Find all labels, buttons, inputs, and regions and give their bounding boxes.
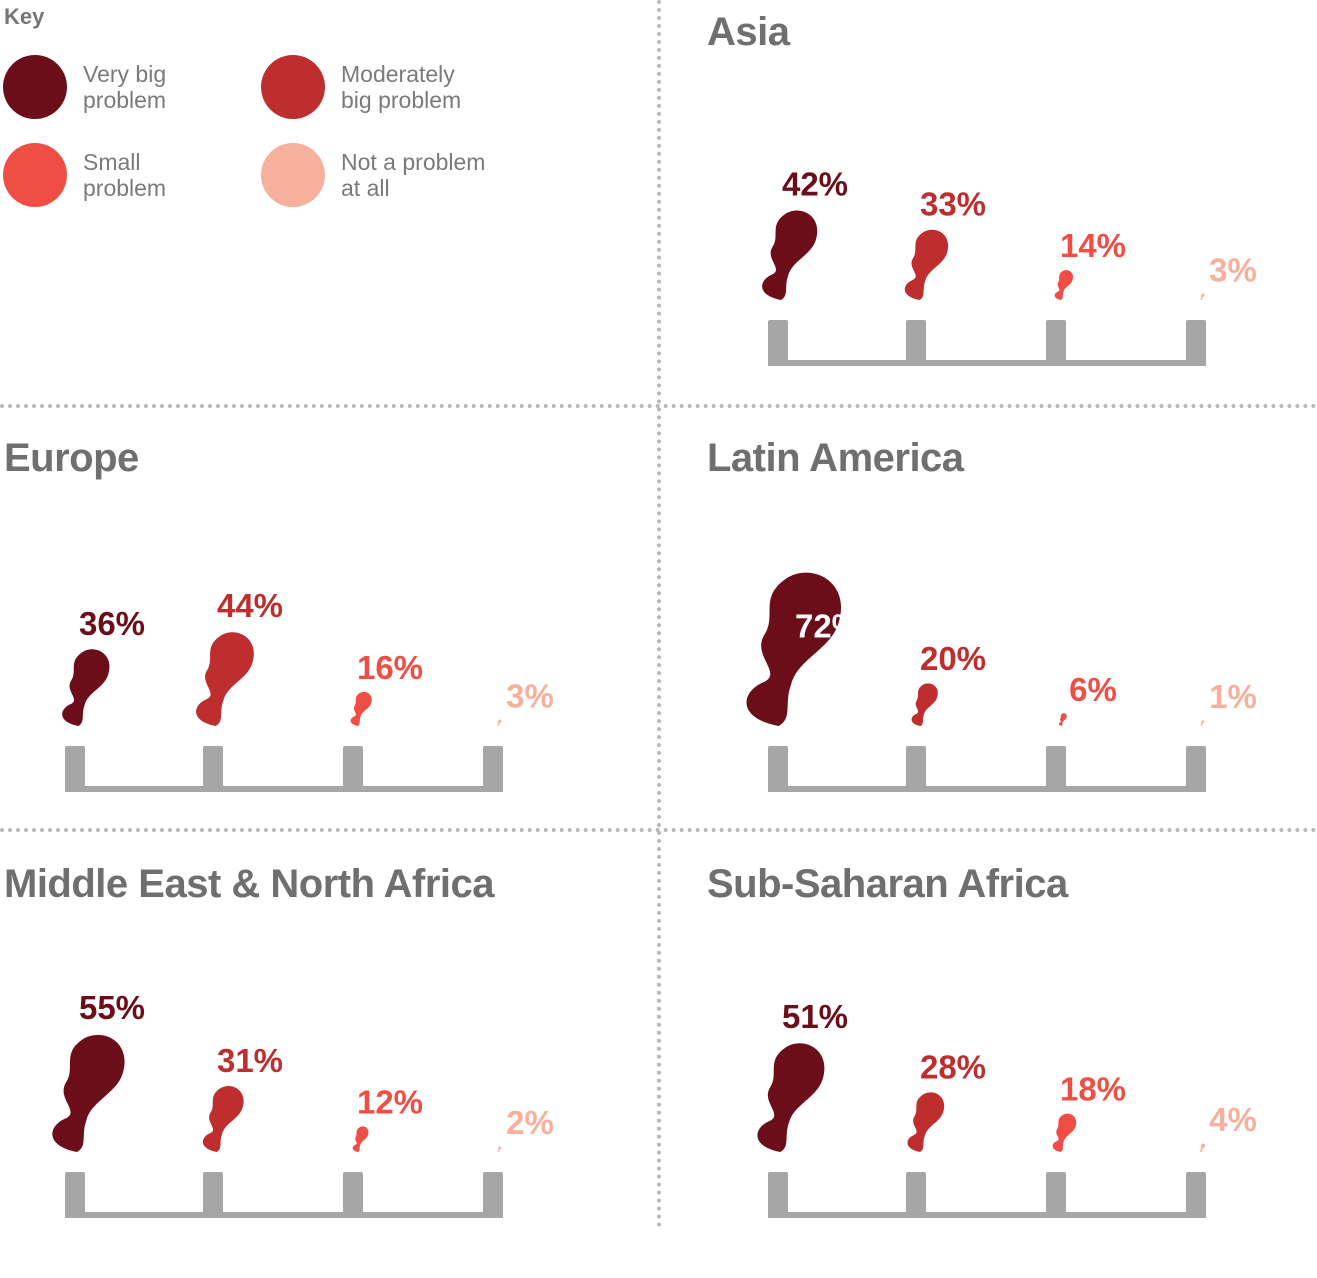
legend-label-small: Small problem: [83, 149, 167, 201]
middle-east-north-africa-plume-very-big: [52, 1034, 125, 1152]
legend-label-moderately-big: Moderately big problem: [341, 61, 462, 113]
sub-saharan-africa-plume-moderately-big: [907, 1092, 945, 1152]
legend: Key Very big problem Moderately big prob…: [0, 0, 640, 395]
latin-america-plume-very-big: [746, 572, 842, 726]
panel-sub-saharan-africa: Sub-Saharan Africa 51% 28% 18% 4%: [703, 858, 1317, 1278]
latin-america-value-label-small: 6%: [1069, 671, 1117, 708]
middle-east-north-africa-chimney-not-a-problem: [483, 1172, 503, 1218]
middle-east-north-africa-chimney-very-big: [65, 1172, 85, 1218]
chart-latin-america: 72% 20% 6% 1%: [746, 572, 1257, 792]
panel-title-asia: Asia: [707, 10, 790, 54]
sub-saharan-africa-chimney-not-a-problem: [1186, 1172, 1206, 1218]
legend-item-small: Small problem: [3, 143, 253, 207]
latin-america-chimney-small: [1046, 746, 1066, 792]
legend-swatch-very-big: [3, 55, 67, 119]
sub-saharan-africa-chimney-moderately-big: [906, 1172, 926, 1218]
asia-baseline: [768, 360, 1206, 366]
latin-america-value-label-not-a-problem: 1%: [1209, 678, 1257, 715]
latin-america-chimney-moderately-big: [906, 746, 926, 792]
middle-east-north-africa-value-label-small: 12%: [357, 1084, 423, 1121]
sub-saharan-africa-value-label-small: 18%: [1060, 1070, 1126, 1107]
asia-plume-moderately-big: [904, 229, 949, 300]
europe-chimney-not-a-problem: [483, 746, 503, 792]
latin-america-value-label-very-big: 72%: [795, 608, 861, 645]
europe-value-label-small: 16%: [357, 649, 423, 686]
chart-asia: 42% 33% 14% 3%: [762, 166, 1257, 366]
europe-chimney-moderately-big: [203, 746, 223, 792]
chart-sub-saharan-africa: 51% 28% 18% 4%: [757, 998, 1257, 1218]
chart-middle-east-north-africa: 55% 31% 12% 2%: [52, 989, 554, 1218]
asia-value-label-very-big: 42%: [782, 166, 848, 203]
europe-plume-small: [350, 691, 372, 726]
europe-plume-moderately-big: [196, 632, 254, 726]
europe-chimney-very-big: [65, 746, 85, 792]
sub-saharan-africa-value-label-not-a-problem: 4%: [1209, 1101, 1257, 1138]
middle-east-north-africa-plume-moderately-big: [202, 1085, 244, 1152]
asia-value-label-small: 14%: [1060, 227, 1126, 264]
asia-plume-small: [1054, 270, 1074, 300]
asia-plume-not-a-problem: [1200, 293, 1205, 300]
sub-saharan-africa-plume-not-a-problem: [1199, 1143, 1206, 1152]
latin-america-plume-small: [1058, 713, 1067, 726]
legend-label-not-a-problem: Not a problem at all: [341, 149, 486, 201]
chart-europe: 36% 44% 16% 3%: [62, 587, 554, 792]
europe-value-label-not-a-problem: 3%: [506, 677, 554, 714]
panel-title-latin-america: Latin America: [707, 436, 964, 480]
sub-saharan-africa-value-label-very-big: 51%: [782, 998, 848, 1035]
legend-title: Key: [4, 4, 45, 29]
latin-america-plume-moderately-big: [911, 683, 938, 726]
legend-swatch-not-a-problem: [261, 143, 325, 207]
europe-plume-not-a-problem: [497, 719, 502, 726]
legend-swatch-moderately-big: [261, 55, 325, 119]
asia-plume-very-big: [762, 210, 818, 300]
europe-baseline: [65, 786, 503, 792]
sub-saharan-africa-value-label-moderately-big: 28%: [920, 1048, 986, 1085]
vertical-divider: [657, 0, 661, 1228]
sub-saharan-africa-plume-very-big: [757, 1043, 825, 1152]
legend-item-not-a-problem: Not a problem at all: [261, 143, 511, 207]
panel-title-middle-east-north-africa: Middle East & North Africa: [4, 862, 495, 906]
panel-latin-america: Latin America 72% 20% 6% 1%: [703, 432, 1317, 852]
panel-asia: Asia 42% 33% 14% 3%: [703, 6, 1317, 426]
panel-europe: Europe 36% 44% 16% 3%: [0, 432, 640, 852]
latin-america-plume-not-a-problem: [1200, 720, 1205, 726]
panel-middle-east-north-africa: Middle East & North Africa 55% 31% 12% 2%: [0, 858, 640, 1278]
middle-east-north-africa-value-label-moderately-big: 31%: [217, 1042, 283, 1079]
latin-america-chimney-not-a-problem: [1186, 746, 1206, 792]
sub-saharan-africa-plume-small: [1052, 1113, 1077, 1152]
middle-east-north-africa-chimney-moderately-big: [203, 1172, 223, 1218]
latin-america-chimney-very-big: [768, 746, 788, 792]
europe-chimney-small: [343, 746, 363, 792]
horizontal-divider-2: [0, 828, 1317, 832]
legend-item-very-big: Very big problem: [3, 55, 253, 119]
panel-title-sub-saharan-africa: Sub-Saharan Africa: [707, 862, 1068, 906]
legend-label-very-big: Very big problem: [83, 61, 167, 113]
asia-value-label-not-a-problem: 3%: [1209, 251, 1257, 288]
middle-east-north-africa-plume-small: [352, 1126, 369, 1152]
asia-chimney-very-big: [768, 320, 788, 366]
latin-america-value-label-moderately-big: 20%: [920, 640, 986, 677]
panel-title-europe: Europe: [4, 436, 139, 480]
middle-east-north-africa-chimney-small: [343, 1172, 363, 1218]
middle-east-north-africa-value-label-very-big: 55%: [79, 989, 145, 1026]
sub-saharan-africa-chimney-small: [1046, 1172, 1066, 1218]
asia-value-label-moderately-big: 33%: [920, 185, 986, 222]
middle-east-north-africa-value-label-not-a-problem: 2%: [506, 1104, 554, 1141]
sub-saharan-africa-chimney-very-big: [768, 1172, 788, 1218]
asia-chimney-moderately-big: [906, 320, 926, 366]
legend-item-moderately-big: Moderately big problem: [261, 55, 511, 119]
middle-east-north-africa-plume-not-a-problem: [497, 1146, 502, 1152]
europe-value-label-moderately-big: 44%: [217, 587, 283, 624]
legend-swatch-small: [3, 143, 67, 207]
asia-chimney-not-a-problem: [1186, 320, 1206, 366]
europe-plume-very-big: [62, 649, 110, 726]
europe-value-label-very-big: 36%: [79, 605, 145, 642]
latin-america-baseline: [768, 786, 1206, 792]
sub-saharan-africa-baseline: [768, 1212, 1206, 1218]
horizontal-divider-1: [0, 404, 1317, 408]
middle-east-north-africa-baseline: [65, 1212, 503, 1218]
asia-chimney-small: [1046, 320, 1066, 366]
